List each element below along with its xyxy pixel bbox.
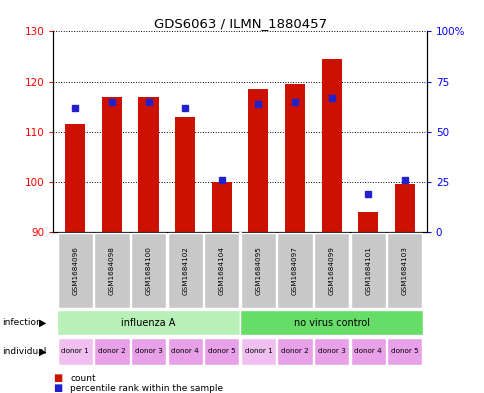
- Bar: [211, 182, 231, 232]
- Bar: [321, 59, 341, 232]
- Text: ▶: ▶: [39, 346, 46, 356]
- Title: GDS6063 / ILMN_1880457: GDS6063 / ILMN_1880457: [153, 17, 326, 30]
- Text: ■: ■: [53, 373, 62, 383]
- Bar: [131, 233, 166, 308]
- Text: GSM1684095: GSM1684095: [255, 246, 261, 295]
- Text: no virus control: no virus control: [293, 318, 369, 328]
- Bar: [65, 124, 85, 232]
- Text: GSM1684103: GSM1684103: [401, 246, 407, 295]
- Text: donor 5: donor 5: [208, 348, 235, 354]
- Bar: [175, 117, 195, 232]
- Bar: [167, 338, 202, 365]
- Text: donor 3: donor 3: [135, 348, 162, 354]
- Text: percentile rank within the sample: percentile rank within the sample: [70, 384, 223, 393]
- Bar: [241, 338, 275, 365]
- Bar: [350, 338, 385, 365]
- Bar: [241, 233, 275, 308]
- Text: donor 2: donor 2: [98, 348, 125, 354]
- Text: count: count: [70, 374, 96, 382]
- Text: GSM1684104: GSM1684104: [218, 246, 224, 295]
- Text: ▶: ▶: [39, 318, 46, 328]
- Text: donor 1: donor 1: [61, 348, 89, 354]
- Text: GSM1684097: GSM1684097: [291, 246, 297, 295]
- Bar: [94, 233, 129, 308]
- Bar: [277, 233, 312, 308]
- Bar: [350, 233, 385, 308]
- Bar: [57, 310, 240, 336]
- Text: GSM1684099: GSM1684099: [328, 246, 334, 295]
- Bar: [131, 338, 166, 365]
- Text: donor 4: donor 4: [171, 348, 198, 354]
- Text: donor 3: donor 3: [317, 348, 345, 354]
- Text: GSM1684098: GSM1684098: [109, 246, 115, 295]
- Bar: [204, 338, 239, 365]
- Bar: [386, 233, 422, 308]
- Bar: [167, 233, 202, 308]
- Bar: [240, 310, 422, 336]
- Bar: [357, 212, 378, 232]
- Bar: [313, 338, 348, 365]
- Bar: [394, 184, 414, 232]
- Text: infection: infection: [2, 318, 42, 327]
- Bar: [284, 84, 304, 232]
- Text: donor 4: donor 4: [354, 348, 381, 354]
- Text: GSM1684101: GSM1684101: [364, 246, 370, 295]
- Bar: [58, 338, 93, 365]
- Text: donor 5: donor 5: [390, 348, 418, 354]
- Text: donor 1: donor 1: [244, 348, 272, 354]
- Bar: [94, 338, 129, 365]
- Text: individual: individual: [2, 347, 46, 356]
- Bar: [386, 338, 422, 365]
- Bar: [138, 97, 158, 232]
- Bar: [102, 97, 122, 232]
- Bar: [204, 233, 239, 308]
- Bar: [248, 89, 268, 232]
- Bar: [277, 338, 312, 365]
- Text: GSM1684100: GSM1684100: [145, 246, 151, 295]
- Text: donor 2: donor 2: [281, 348, 308, 354]
- Text: ■: ■: [53, 383, 62, 393]
- Text: GSM1684102: GSM1684102: [182, 246, 188, 295]
- Bar: [313, 233, 348, 308]
- Text: GSM1684096: GSM1684096: [72, 246, 78, 295]
- Text: influenza A: influenza A: [121, 318, 175, 328]
- Bar: [58, 233, 93, 308]
